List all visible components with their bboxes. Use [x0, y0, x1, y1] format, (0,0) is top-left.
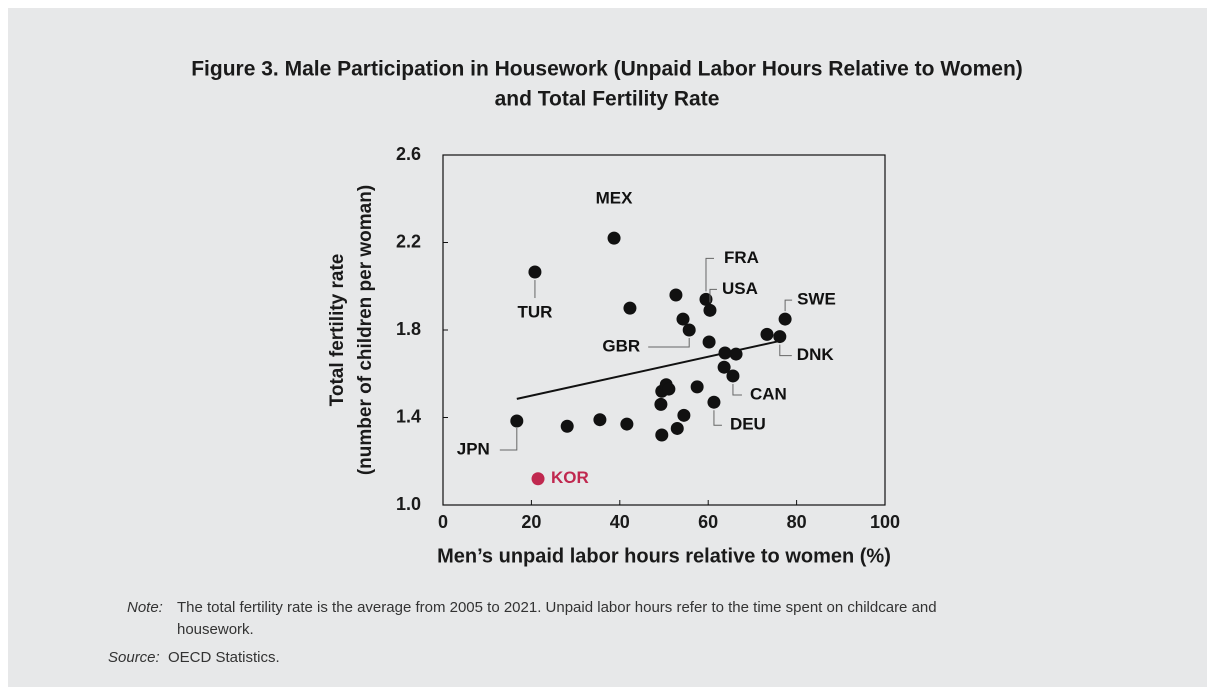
- y-axis-title: Total fertility rate: [327, 254, 348, 407]
- leader-line: [732, 383, 742, 396]
- scatter-point: [560, 419, 574, 433]
- leader-line: [648, 338, 690, 348]
- point-label: TUR: [517, 303, 552, 322]
- leader-line: [709, 288, 717, 303]
- y-tick-label: 2.6: [396, 144, 421, 164]
- panel: [8, 8, 1207, 687]
- chart-title: and Total Fertility Rate: [495, 88, 720, 111]
- scatter-point: [623, 301, 637, 315]
- scatter-point: [510, 414, 524, 428]
- point-label: JPN: [457, 439, 490, 458]
- x-tick-label: 40: [610, 512, 630, 532]
- note-text: The total fertility rate is the average …: [177, 599, 937, 616]
- scatter-point: [669, 288, 683, 302]
- point-label: DNK: [797, 345, 835, 364]
- y-tick-label: 2.2: [396, 231, 421, 251]
- note-label: Note:: [127, 599, 163, 616]
- scatter-point: [607, 231, 621, 245]
- scatter-point: [699, 292, 713, 306]
- point-label: CAN: [750, 384, 787, 403]
- y-tick-label: 1.4: [396, 406, 421, 426]
- leader-line: [784, 299, 793, 312]
- scatter-point: [676, 312, 690, 326]
- scatter-point: [703, 303, 717, 317]
- point-label: GBR: [602, 336, 640, 355]
- scatter-point: [729, 347, 743, 361]
- x-tick-label: 20: [521, 512, 541, 532]
- scatter-point: [654, 397, 668, 411]
- y-axis-title: (number of children per woman): [355, 185, 376, 475]
- scatter-point: [718, 346, 732, 360]
- x-axis-title: Men’s unpaid labor hours relative to wom…: [437, 545, 891, 567]
- leader-line: [779, 344, 792, 357]
- source-text: OECD Statistics.: [168, 649, 280, 666]
- scatter-point: [773, 330, 787, 344]
- scatter-point: [778, 312, 792, 326]
- scatter-point: [707, 395, 721, 409]
- chart-title: Figure 3. Male Participation in Housewor…: [191, 58, 1023, 81]
- scatter-point: [662, 382, 676, 396]
- point-label: DEU: [730, 415, 766, 434]
- scatter-point: [528, 265, 542, 279]
- scatter-point: [593, 413, 607, 427]
- scatter-point: [760, 327, 774, 341]
- scatter-point: [620, 417, 634, 431]
- point-label: KOR: [551, 468, 589, 487]
- x-tick-label: 80: [787, 512, 807, 532]
- y-tick-label: 1.0: [396, 494, 421, 514]
- scatter-point: [670, 421, 684, 435]
- x-tick-label: 60: [698, 512, 718, 532]
- point-label: FRA: [724, 248, 759, 267]
- scatter-point: [726, 369, 740, 383]
- scatter-point: [702, 335, 716, 349]
- point-label: SWE: [797, 290, 836, 309]
- scatter-point: [682, 323, 696, 337]
- x-tick-label: 0: [438, 512, 448, 532]
- x-tick-label: 100: [870, 512, 900, 532]
- leader-line: [713, 410, 722, 426]
- scatter-point: [655, 428, 669, 442]
- scatter-point: [717, 360, 731, 374]
- point-label: USA: [722, 279, 758, 298]
- scatter-point: [677, 408, 691, 422]
- scatter-point: [531, 472, 545, 486]
- leader-line: [705, 257, 714, 292]
- leader-line: [499, 428, 518, 451]
- note-text: housework.: [177, 621, 254, 638]
- point-label: MEX: [596, 189, 634, 208]
- y-tick-label: 1.8: [396, 319, 421, 339]
- source-label: Source:: [108, 649, 160, 666]
- scatter-point: [690, 380, 704, 394]
